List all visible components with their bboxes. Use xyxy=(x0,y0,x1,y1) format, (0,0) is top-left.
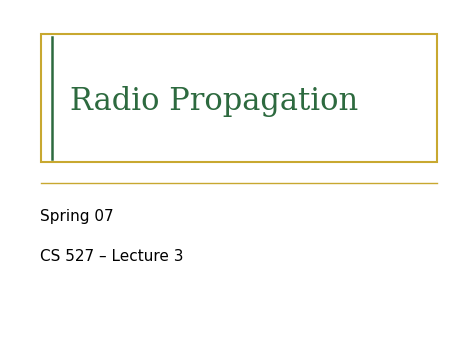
Text: CS 527 – Lecture 3: CS 527 – Lecture 3 xyxy=(40,249,184,264)
Text: Radio Propagation: Radio Propagation xyxy=(70,86,358,117)
Text: Spring 07: Spring 07 xyxy=(40,209,114,224)
Bar xyxy=(40,34,436,162)
